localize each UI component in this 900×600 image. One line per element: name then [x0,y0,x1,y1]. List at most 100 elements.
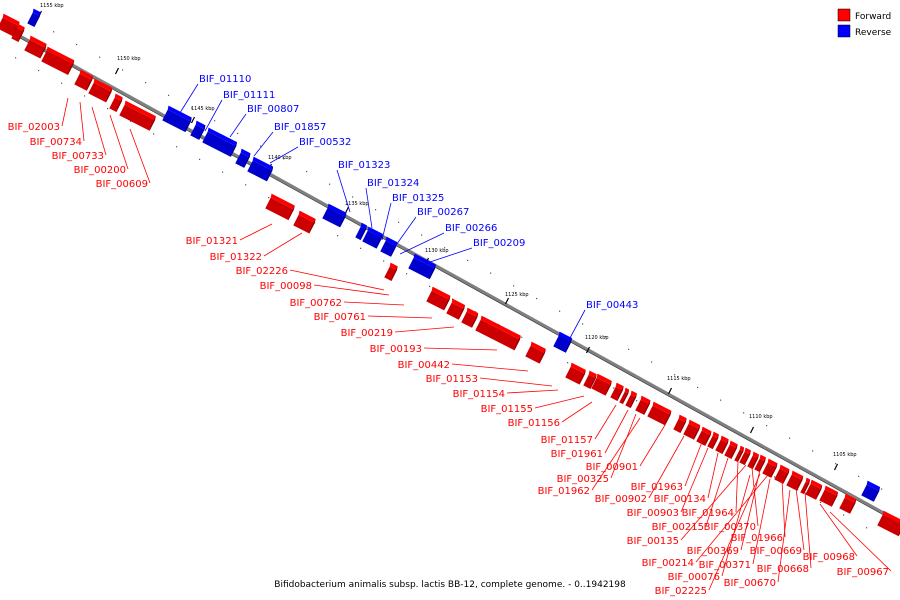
position-dot [84,95,86,97]
gene-label: BIF_00669 [750,546,802,557]
leader-line [61,97,69,127]
gene-label: BIF_00219 [341,328,393,339]
forward-gene [774,464,790,484]
gene-label: BIF_00215 [652,522,704,533]
gene-end [340,212,347,228]
position-dot [237,132,239,135]
forward-gene [625,390,637,409]
scale-tick-label: 1115 kbp [667,376,691,382]
gene-label: BIF_00369 [687,546,739,557]
leader-line [561,401,593,423]
forward-gene [88,78,113,103]
leader-line [781,479,786,538]
leader-line [393,216,417,249]
forward-gene [707,431,719,450]
reverse-gene [362,226,383,249]
gene-label: BIF_00193 [370,344,422,355]
gene-top [652,401,672,415]
legend-reverse-swatch [837,24,851,38]
forward-gene [583,370,597,389]
gene-top [752,451,759,459]
gene-face [322,207,346,228]
leader-line [399,232,445,255]
forward-gene [461,307,479,328]
gene-top [124,100,156,121]
gene-end [391,266,398,281]
position-dot [15,57,17,59]
gene-face [408,257,436,280]
gene-end [116,97,123,112]
position-dot [651,361,653,363]
position-dot [352,196,354,198]
gene-top [530,341,546,353]
leader-line [429,247,473,263]
gene-end [590,374,597,389]
position-dot [191,107,193,109]
gene-top [767,458,778,468]
forward-gene [734,445,745,463]
gene-face [625,394,637,409]
position-dot [429,285,431,288]
gene-label: BIF_00901 [586,462,638,473]
gene-end [705,431,712,446]
gene-end [244,153,251,168]
gene-face [591,377,611,396]
gene-top [93,78,113,92]
gene-end [86,76,93,91]
reverse-gene [27,8,41,27]
gene-face [583,374,596,389]
gene-end [680,418,687,433]
gene-label: BIF_01962 [538,486,590,497]
gene-end [831,492,838,507]
scale-tick [585,346,591,354]
gene-label: BIF_00668 [757,564,809,575]
leader-line [109,114,129,170]
gene-label: BIF_01325 [392,193,444,204]
forward-gene [591,373,612,396]
reverse-gene [202,127,238,157]
gene-face [647,405,671,426]
forward-gene [715,435,729,454]
gene-labels: BIF_02003 BIF_00734 BIF_00733 BIF_00200 BIF_… [8,74,889,597]
position-dot [774,476,776,478]
forward-gene [446,298,465,320]
gene-top [744,447,751,455]
position-dot [636,400,638,402]
leader-line [269,146,299,164]
scale-tick-label: 1155 kbp [40,3,64,9]
gene-label: BIF_01324 [367,178,419,189]
gene-end [471,313,479,328]
position-dot [613,387,615,389]
gene-top [630,390,637,398]
gene-top [824,485,838,497]
gene-face [610,386,623,401]
gene-top [451,298,465,310]
gene-end [199,125,206,140]
position-dot [306,170,308,173]
leader-line [777,489,791,583]
gene-label: BIF_00135 [627,536,679,547]
gene-end [737,447,745,463]
scale-tick-label: 1125 kbp [505,292,529,298]
position-dot [268,196,270,199]
gene-end [360,225,367,241]
gene-top [298,210,316,223]
forward-gene [786,470,804,491]
leader-line [735,461,739,513]
position-dot [444,247,446,249]
position-dot [820,501,822,503]
gene-label: BIF_00098 [260,281,312,292]
position-dot [835,463,837,465]
forward-gene [747,451,759,470]
gene-end [605,380,612,396]
position-dot [168,94,170,96]
gene-top [114,93,123,102]
gene-end [514,335,521,351]
gene-label: BIF_00370 [704,522,756,533]
gene-face [11,27,24,42]
gene-face [41,50,74,75]
gene-label: BIF_01153 [426,374,478,385]
gene-end [771,463,778,478]
gene-top [466,307,479,318]
